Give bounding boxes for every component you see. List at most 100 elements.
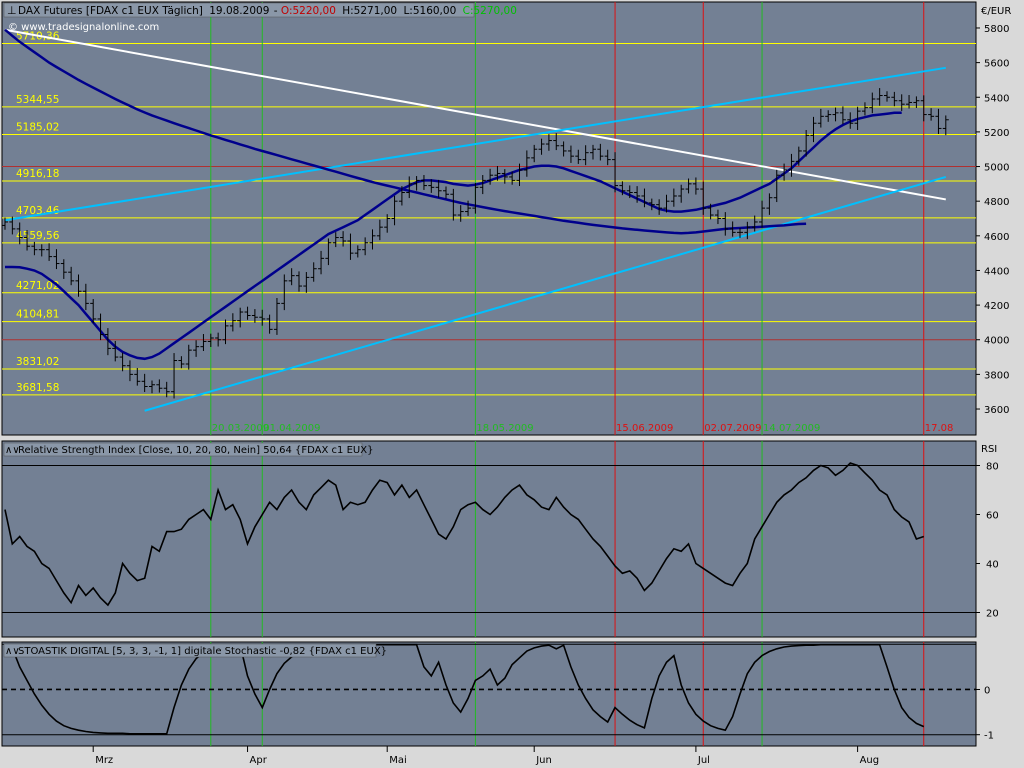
ohlc-bar: [861, 102, 868, 116]
month-label: Apr: [250, 755, 268, 766]
price-axis-label: 4600: [984, 232, 1009, 243]
rsi-axis-label: 60: [986, 511, 999, 522]
ohlc-bar: [729, 221, 736, 237]
ohlc-bar: [288, 268, 295, 286]
ohlc-bar: [663, 194, 670, 213]
ohlc-bar: [273, 297, 280, 335]
rsi-header-box: [3, 442, 363, 457]
ohlc-bar: [391, 195, 398, 226]
ohlc-bar: [479, 175, 486, 195]
ohlc-bar: [237, 307, 244, 328]
ohlc-bar: [318, 250, 325, 275]
price-axis-label: 5200: [984, 128, 1009, 139]
ohlc-bar: [597, 143, 604, 161]
ohlc-bar: [472, 182, 479, 214]
ohlc-bar: [185, 344, 192, 370]
ohlc-bar: [362, 237, 369, 256]
event-date-label: 01.04.2009: [263, 423, 320, 434]
ohlc-bar: [68, 266, 75, 286]
ohlc-bar: [413, 176, 420, 191]
ohlc-bar: [898, 94, 905, 111]
ohlc-bar: [259, 309, 266, 326]
ohlc-bar: [141, 373, 148, 393]
ohlc-bar: [509, 171, 516, 185]
event-date-label: 15.06.2009: [616, 423, 673, 434]
ohlc-bar: [876, 88, 883, 106]
event-date-label: 18.05.2009: [476, 423, 533, 434]
rsi-unit: RSI: [981, 444, 997, 455]
ohlc-bar: [332, 232, 339, 248]
ohlc-bar: [744, 221, 751, 240]
ohlc-bar: [244, 306, 251, 320]
trendline-cyan: [4, 66, 946, 222]
price-axis-label: 4400: [984, 266, 1009, 277]
ohlc-bar: [619, 181, 626, 196]
ohlc-bar: [788, 153, 795, 177]
ohlc-bar: [443, 186, 449, 199]
price-level-label: 4271,02: [16, 280, 59, 292]
ohlc-bar: [229, 313, 236, 332]
ohlc-bar: [24, 230, 31, 251]
event-date-label: 17.08: [925, 423, 954, 434]
ohlc-bar: [913, 96, 920, 108]
price-level-label: 5344,55: [16, 94, 59, 106]
ohlc-bar: [714, 209, 721, 225]
ohlc-bar: [722, 212, 729, 236]
ohlc-bar: [935, 108, 942, 134]
ohlc-bar: [347, 233, 354, 260]
trendline-cyan: [144, 175, 947, 412]
stoch-axis-label: -1: [984, 731, 994, 742]
ohlc-bar: [222, 319, 229, 345]
ohlc-bar: [678, 184, 685, 203]
rsi-header: Relative Strength Index [Close, 10, 20, …: [18, 445, 373, 456]
ohlc-bar: [582, 145, 589, 166]
quote-date: 19.08.2009: [209, 5, 269, 17]
watermark: © www.tradesignalonline.com: [8, 22, 159, 33]
quote-close: C:5270,00: [463, 5, 517, 17]
price-level-label: 4559,56: [16, 230, 60, 242]
ohlc-bar: [692, 177, 699, 195]
ohlc-bar: [428, 179, 435, 193]
ohlc-bar: [817, 108, 824, 128]
price-axis-label: 3800: [984, 370, 1009, 381]
quote-open: O:5220,00: [281, 5, 336, 17]
ohlc-bar: [825, 110, 832, 122]
ohlc-bar: [354, 245, 361, 258]
ohlc-bar: [156, 379, 163, 393]
ohlc-bar: [457, 205, 464, 222]
month-label: Mai: [389, 755, 407, 766]
ohlc-bar: [487, 168, 494, 185]
ohlc-bar: [494, 166, 501, 181]
ohlc-bar: [46, 243, 53, 261]
month-label: Jun: [535, 755, 552, 766]
event-date-label: 14.07.2009: [763, 423, 820, 434]
ohlc-bar: [531, 144, 538, 163]
ohlc-bar: [942, 115, 949, 136]
ohlc-bar: [869, 92, 876, 114]
ohlc-bar: [281, 274, 288, 311]
price-header-icon: ⊥: [7, 4, 17, 17]
ohlc-bar: [766, 193, 773, 215]
stoch-header-box: [3, 643, 377, 658]
ohlc-bar: [340, 231, 347, 247]
ohlc-bar: [384, 214, 391, 233]
price-panel: [1, 1, 977, 436]
rsi-axis-label: 80: [986, 462, 999, 473]
ohlc-bar: [538, 138, 545, 155]
price-level-label: 3681,58: [16, 382, 59, 394]
ohlc-bar: [398, 186, 405, 206]
ohlc-bar: [567, 145, 574, 163]
ohlc-bar: [215, 332, 222, 347]
ohlc-bar: [575, 149, 582, 164]
ohlc-bar: [634, 186, 641, 203]
price-level-label: 5185,02: [16, 121, 59, 133]
ohlc-bar: [420, 175, 427, 190]
price-axis-label: 5800: [984, 24, 1009, 35]
price-axis-label: 4800: [984, 197, 1009, 208]
price-header-box: [3, 2, 475, 18]
ohlc-bar: [178, 356, 185, 369]
ohlc-bar: [612, 152, 619, 193]
ohlc-bar: [2, 217, 8, 230]
ohlc-bar: [149, 380, 155, 394]
